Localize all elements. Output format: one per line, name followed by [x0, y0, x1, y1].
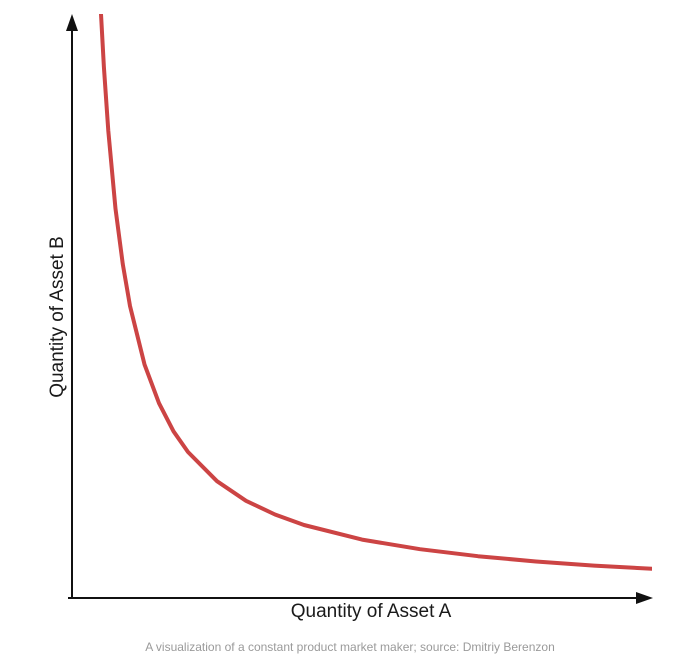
x-axis-arrow [636, 592, 653, 604]
chart-caption: A visualization of a constant product ma… [145, 640, 555, 654]
series-line [99, 14, 652, 571]
y-axis-arrow [66, 14, 78, 31]
y-axis-label: Quantity of Asset B [47, 236, 68, 398]
x-axis-label: Quantity of Asset A [291, 601, 452, 622]
